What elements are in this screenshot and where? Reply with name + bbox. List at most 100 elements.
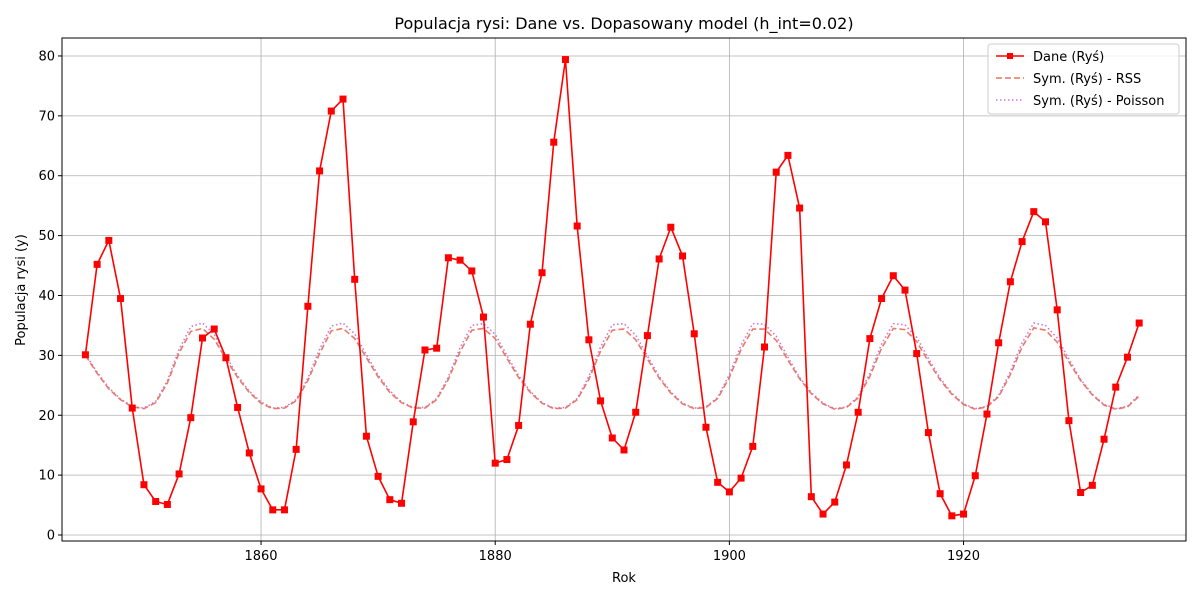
data-point	[304, 302, 312, 310]
plot-frame	[61, 37, 1187, 542]
data-point	[105, 236, 113, 244]
data-point	[913, 350, 921, 358]
x-tick-label: 1880	[479, 549, 512, 564]
data-point	[374, 472, 382, 480]
data-point	[901, 286, 909, 294]
data-point	[620, 446, 628, 454]
data-point	[667, 223, 675, 231]
data-point	[187, 414, 195, 422]
data-point	[608, 434, 616, 442]
data-point	[257, 485, 265, 493]
x-tick-label: 1920	[947, 549, 980, 564]
data-point	[655, 255, 663, 263]
data-point	[1042, 218, 1049, 226]
legend: Dane (Ryś) Sym. (Ryś) - RSS Sym. (Ryś) -…	[987, 43, 1180, 115]
data-point	[561, 56, 569, 64]
data-point	[1100, 435, 1108, 443]
data-point	[538, 269, 546, 277]
data-point	[210, 325, 218, 333]
legend-label-rss: Sym. (Ryś) - RSS	[1033, 72, 1141, 87]
data-point	[842, 461, 850, 469]
data-point	[1065, 417, 1073, 425]
y-tick-label: 20	[38, 409, 55, 424]
data-point	[960, 510, 968, 518]
y-tick-label: 40	[38, 289, 55, 304]
data-point	[491, 459, 499, 467]
data-point	[1135, 319, 1143, 327]
data-point	[245, 449, 253, 457]
data-point	[351, 275, 359, 283]
data-point	[234, 403, 242, 411]
data-point	[81, 351, 89, 359]
data-point	[878, 294, 886, 302]
y-tick-label: 30	[38, 349, 55, 364]
data-point	[152, 497, 160, 505]
data-point	[632, 408, 640, 416]
data-point	[924, 429, 932, 437]
data-point	[1006, 278, 1014, 286]
chart-title: Populacja rysi: Dane vs. Dopasowany mode…	[394, 14, 853, 34]
data-point	[784, 151, 792, 159]
data-point	[854, 408, 862, 416]
data-point	[1112, 383, 1120, 391]
data-point	[280, 506, 288, 514]
data-point	[409, 418, 417, 426]
data-point	[702, 423, 710, 431]
data-point	[421, 346, 429, 354]
data-point	[222, 354, 230, 362]
data-point	[199, 334, 206, 342]
data-point	[831, 498, 839, 506]
data-point	[690, 330, 698, 338]
legend-label-poisson: Sym. (Ryś) - Poisson	[1033, 94, 1164, 109]
x-tick-label: 1860	[244, 549, 277, 564]
data-point	[1123, 353, 1131, 361]
data-point	[597, 397, 605, 405]
data-point	[1077, 489, 1085, 496]
data-point	[386, 496, 394, 504]
x-axis-label: Rok	[612, 571, 636, 586]
legend-marker-data	[1007, 53, 1013, 59]
data-point	[398, 499, 406, 507]
data-point	[1053, 306, 1061, 314]
data-point	[468, 267, 476, 275]
series-layer	[81, 56, 1143, 520]
data-point	[936, 490, 944, 498]
data-point	[269, 506, 277, 514]
data-point	[573, 222, 581, 230]
x-tick-label: 1900	[713, 549, 746, 564]
y-tick-label: 50	[38, 229, 55, 244]
data-point	[128, 404, 136, 412]
ticks: 1860 1880 1900 1920 0 10 20 30 40 50 60 70 80	[38, 49, 980, 564]
data-point	[444, 254, 452, 262]
data-point	[971, 472, 979, 480]
legend-box	[987, 43, 1180, 115]
data-point	[526, 320, 534, 328]
legend-label-data: Dane (Ryś)	[1033, 50, 1104, 65]
data-point	[503, 456, 511, 464]
data-point	[761, 343, 768, 351]
data-point	[117, 294, 125, 302]
y-tick-label: 70	[38, 109, 55, 124]
data-point	[550, 138, 558, 146]
y-tick-label: 10	[38, 469, 55, 484]
y-tick-label: 0	[47, 529, 55, 544]
data-point	[714, 478, 722, 486]
data-point	[515, 421, 523, 429]
data-point	[327, 107, 335, 115]
data-point	[819, 510, 827, 518]
data-point	[948, 512, 956, 520]
data-point	[889, 272, 897, 280]
data-point	[585, 336, 593, 344]
data-point	[679, 252, 687, 260]
data-point	[292, 445, 300, 453]
data-point	[316, 167, 324, 175]
data-point	[480, 313, 487, 321]
data-point	[362, 432, 370, 440]
data-point	[643, 332, 651, 340]
data-point	[175, 470, 183, 478]
data-point	[93, 260, 101, 268]
data-point	[866, 335, 874, 343]
data-point	[1018, 238, 1026, 246]
data-point	[983, 410, 991, 418]
